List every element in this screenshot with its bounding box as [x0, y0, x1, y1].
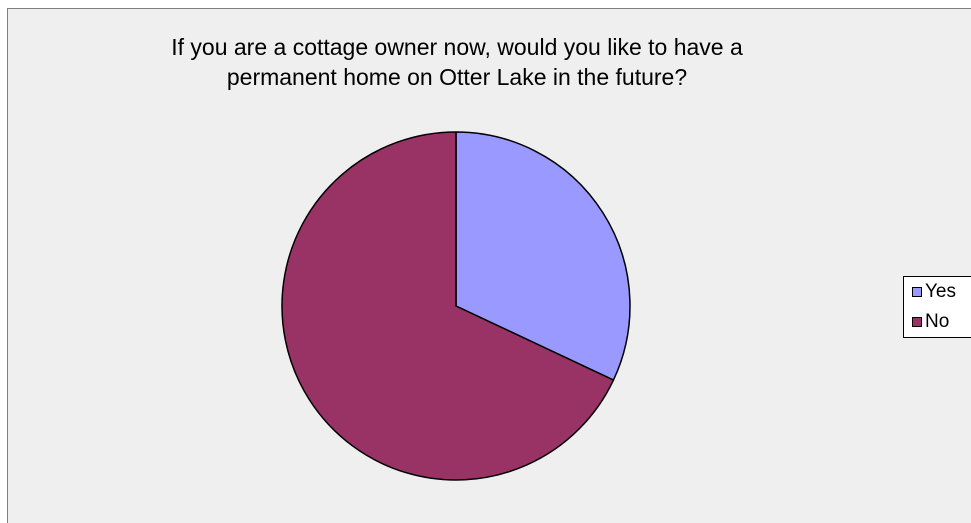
chart-legend: Yes No — [903, 276, 971, 338]
legend-swatch-no — [912, 317, 922, 327]
chart-title-line-1: If you are a cottage owner now, would yo… — [171, 34, 743, 60]
legend-label-no: No — [925, 311, 950, 332]
legend-swatch-yes — [912, 287, 922, 297]
pie-slice-no — [281, 131, 615, 481]
chart-title-line-2: permanent home on Otter Lake in the futu… — [226, 64, 688, 90]
legend-label-yes: Yes — [925, 281, 956, 302]
legend-item-no: No — [912, 310, 949, 334]
pie-slice-yes — [455, 131, 631, 381]
legend-item-yes: Yes — [912, 280, 956, 304]
chart-title: If you are a cottage owner now, would yo… — [7, 32, 907, 92]
